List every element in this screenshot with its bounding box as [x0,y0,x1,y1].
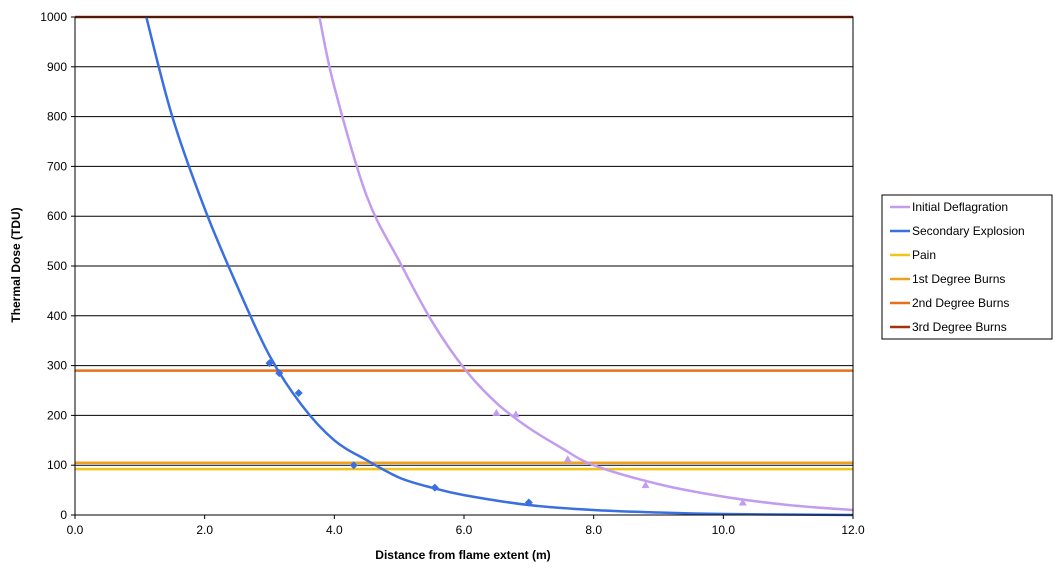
x-tick-label-4.0: 4.0 [326,523,343,537]
reference-lines [75,15,853,471]
trend-curve-initial-deflagration [318,16,854,512]
legend-label-3rd-degree-burns: 3rd Degree Burns [912,320,1007,334]
gridlines [75,16,853,516]
axes [71,16,854,519]
legend-label-pain: Pain [912,248,936,262]
legend: Initial Deflagration Secondary Explosion P… [881,194,1053,340]
legend-label-1st-degree-burns: 1st Degree Burns [912,272,1005,286]
y-tick-label-300: 300 [47,359,67,373]
y-tick-label-700: 700 [47,159,67,173]
y-tick-label-0: 0 [60,508,67,522]
y-tick-label-400: 400 [47,309,67,323]
trend-curve-secondary-explosion [145,16,854,517]
y-tick-label-500: 500 [47,259,67,273]
marker-initial-deflagration-4 [738,498,747,506]
y-tick-label-600: 600 [47,209,67,223]
marker-secondary-explosion-2 [294,388,303,397]
plot-area-border [74,16,854,516]
y-tick-labels: 0 100 200 300 400 500 600 700 800 900 1000 [40,10,67,522]
legend-label-2nd-degree-burns: 2nd Degree Burns [912,296,1009,310]
y-tick-label-800: 800 [47,110,67,124]
marker-secondary-explosion-3 [349,461,358,470]
x-tick-label-12.0: 12.0 [841,523,865,537]
legend-label-secondary-explosion: Secondary Explosion [912,224,1025,238]
legend-label-initial-deflagration: Initial Deflagration [912,200,1008,214]
marker-initial-deflagration-1 [511,410,520,418]
x-tick-label-10.0: 10.0 [712,523,736,537]
x-tick-labels: 0.0 2.0 4.0 6.0 8.0 10.0 12.0 [67,523,865,537]
x-axis-title: Distance from flame extent (m) [375,548,550,562]
legend-box [881,194,1053,340]
y-tick-label-1000: 1000 [40,10,67,24]
marker-secondary-explosion-4 [430,483,439,492]
marker-secondary-explosion-0 [265,359,274,368]
y-tick-label-100: 100 [47,458,67,472]
x-tick-label-0.0: 0.0 [67,523,84,537]
x-tick-label-2.0: 2.0 [196,523,213,537]
y-tick-label-200: 200 [47,408,67,422]
marker-initial-deflagration-0 [492,408,501,416]
x-tick-label-8.0: 8.0 [585,523,602,537]
trend-curves [145,16,854,517]
data-markers [265,359,747,507]
y-tick-label-900: 900 [47,60,67,74]
marker-secondary-explosion-5 [524,498,533,507]
marker-secondary-explosion-1 [275,369,284,378]
y-axis-title: Thermal Dose (TDU) [9,207,23,322]
marker-initial-deflagration-3 [641,481,650,489]
marker-initial-deflagration-2 [563,455,572,463]
x-tick-label-6.0: 6.0 [456,523,473,537]
